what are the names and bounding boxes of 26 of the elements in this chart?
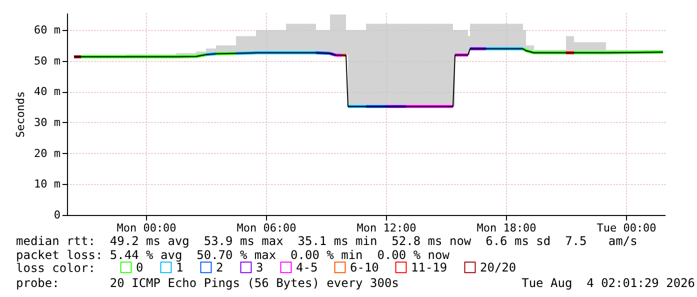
y-tick-label: 50 m (34, 54, 61, 68)
y-tick-label: 20 m (34, 146, 61, 160)
x-tick-label: Mon 00:00 (116, 222, 176, 234)
text: Tue Aug 4 02:01:29 2026 (522, 276, 695, 290)
x-tick-label: Tue 00:00 (596, 222, 656, 234)
legend-label: 4-5 (296, 260, 318, 274)
legend-label: 20/20 (480, 260, 516, 274)
x-tick-label: Mon 18:00 (476, 222, 536, 234)
x-tick-label: Mon 06:00 (236, 222, 296, 234)
legend-label: 3 (256, 260, 264, 274)
legend-title: loss color: (16, 261, 96, 275)
y-axis-title: Seconds (14, 91, 28, 138)
text: probe: 20 ICMP Echo Pings (56 Bytes) every 300s (16, 276, 399, 290)
y-tick-label: 10 m (34, 178, 61, 191)
y-tick-label: 40 m (34, 85, 61, 98)
text: median rtt: 49.2 ms avg 53.9 ms max 35.1 ms min 52.8 ms now 6.6 ms sd 7.5 am/s (16, 234, 638, 248)
legend-label: 2 (216, 260, 224, 274)
y-tick-label: 30 m (34, 116, 61, 129)
legend-label: 0 (136, 260, 144, 274)
legend-label: 6-10 (350, 260, 379, 274)
y-tick-label: 60 m (34, 23, 61, 36)
legend-label: 11-19 (411, 260, 448, 274)
x-tick-label: Mon 12:00 (356, 222, 416, 234)
text: packet loss: 5.44 % avg 50.70 % max 0.00 % min 0.00 % now (16, 248, 450, 262)
line-series (74, 48, 664, 107)
y-tick-label: 0 (54, 208, 60, 222)
